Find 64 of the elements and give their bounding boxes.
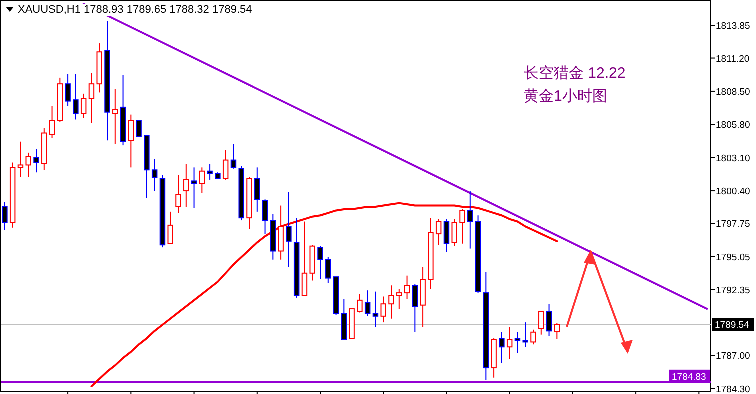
candlestick (302, 221, 308, 296)
candlestick (538, 310, 544, 336)
candlestick (254, 167, 260, 212)
candlestick (522, 322, 528, 348)
y-tick-label: 1795.05 (716, 252, 750, 264)
candlestick (388, 285, 394, 320)
candlestick (80, 93, 87, 120)
y-tick-label: 1787.00 (716, 351, 750, 362)
candlestick (136, 120, 142, 138)
candlestick (184, 163, 190, 208)
candlestick (364, 290, 371, 317)
line-series (90, 202, 558, 388)
y-tick-label: 1792.35 (716, 285, 750, 296)
candlestick (262, 199, 268, 235)
chart-title: XAUUSD,H1 1788.93 1789.65 1788.32 1789.54 (18, 4, 252, 16)
candlestick (452, 218, 458, 247)
candlestick (530, 329, 536, 346)
candlestick (318, 246, 324, 280)
candlestick (65, 74, 71, 107)
candlestick (326, 256, 332, 284)
y-tick-label: 1811.20 (716, 54, 750, 65)
y-tick-label: 1808.50 (716, 86, 750, 98)
candlestick (404, 275, 410, 300)
y-tick-label: 1797.75 (716, 219, 750, 230)
candlestick (546, 304, 552, 337)
candlestick (168, 211, 174, 244)
candlestick (380, 296, 386, 324)
y-tick-label: 1803.10 (716, 153, 750, 164)
candlestick (49, 106, 56, 139)
y-tick-label: 1805.80 (716, 120, 750, 132)
candlestick (412, 284, 418, 333)
candlestick (436, 218, 442, 246)
candlestick (468, 190, 474, 250)
candlestick (444, 218, 450, 253)
candlestick (112, 88, 118, 145)
y-tick-label: 1813.85 (716, 21, 750, 32)
candlestick (191, 167, 198, 209)
candlestick (18, 141, 24, 178)
candlestick (554, 322, 560, 340)
candlestick (499, 332, 505, 364)
annotation: 黄金1小时图 (524, 88, 608, 105)
candlestick (372, 291, 379, 328)
candlestick (88, 72, 95, 124)
y-tick-label: 1800.40 (716, 186, 750, 198)
annotation: 长空猎金 12.22 (524, 65, 626, 82)
candlestick (199, 167, 206, 194)
candlestick (230, 144, 237, 170)
candlestick (73, 74, 79, 120)
candlestick (286, 192, 292, 268)
y-tick-label: 1784.30 (716, 384, 750, 394)
ref-line-label: 1784.83 (672, 372, 706, 383)
candlestick (460, 208, 466, 244)
candlestick (357, 294, 363, 314)
candlestick (128, 114, 134, 168)
candlestick (506, 326, 513, 360)
candlestick (34, 148, 40, 174)
candlestick (152, 158, 158, 192)
candlestick (396, 288, 402, 310)
ref-line-label: 1789.54 (715, 320, 750, 332)
candlestick (176, 174, 182, 214)
candlestick (514, 332, 521, 354)
candlestick (222, 150, 229, 180)
candlestick (207, 163, 213, 180)
candlestick (26, 152, 32, 178)
